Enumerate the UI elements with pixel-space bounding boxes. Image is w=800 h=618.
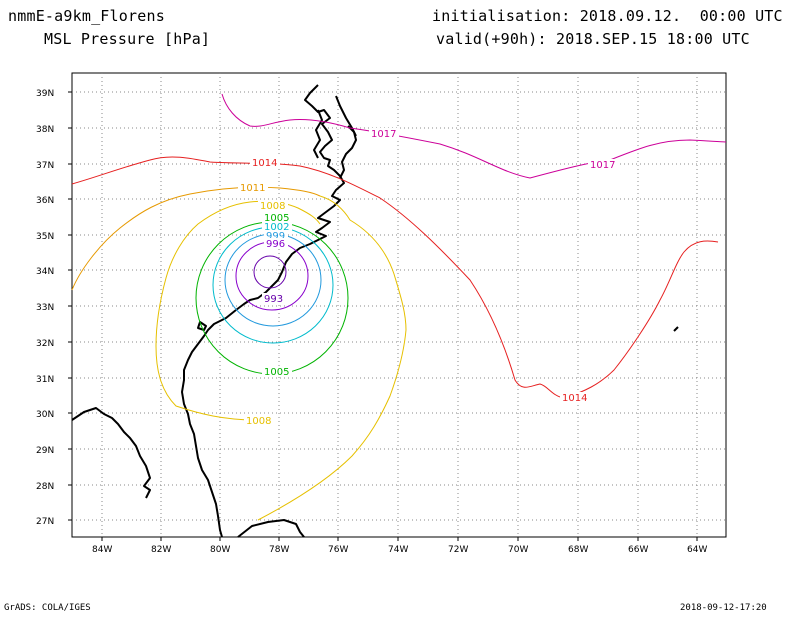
label-996: 996 [266,239,285,250]
label-1014: 1014 [252,158,277,169]
lat-label: 38N [36,125,54,135]
valid-time: valid(+90h): 2018.SEP.15 18:00 UTC [436,30,750,48]
label-1002: 1002 [264,222,289,233]
lon-label: 66W [628,545,648,555]
label-1017: 1017 [590,160,615,171]
label-993: 993 [264,294,283,305]
label-1014: 1014 [562,393,587,404]
lat-label: 29N [36,446,54,456]
lat-label: 28N [36,482,54,492]
lon-label: 82W [151,545,171,555]
init-time: initialisation: 2018.09.12. 00:00 UTC [432,7,783,25]
lon-label: 76W [328,545,348,555]
label-1005: 1005 [264,367,289,378]
lon-label: 68W [568,545,588,555]
timestamp-footer: 2018-09-12-17:20 [680,603,767,613]
contour-labels: 1017 1017 1014 1014 1011 1008 1008 1005 … [238,128,618,427]
lat-label: 33N [36,303,54,313]
lat-label: 27N [36,517,54,527]
isobars [71,93,727,521]
lon-label: 84W [92,545,112,555]
isobar-1017 [221,93,727,179]
lat-label: 32N [36,339,54,349]
lat-label: 34N [36,267,54,277]
lon-label: 64W [687,545,707,555]
lon-label: 70W [508,545,528,555]
label-1017: 1017 [371,129,396,140]
lon-label: 74W [388,545,408,555]
model-title: nmmE-a9km_Florens [8,7,165,25]
isobar-1014 [71,156,719,399]
label-999: 999 [266,231,285,242]
lon-axis: 84W 82W 80W 78W 76W 74W 72W 70W 68W 66W … [92,537,707,555]
lat-label: 35N [36,232,54,242]
field-title: MSL Pressure [hPa] [44,30,211,48]
lat-label: 31N [36,375,54,385]
coastline [71,84,679,538]
label-1008: 1008 [260,201,285,212]
grid [72,73,726,537]
label-1011: 1011 [240,183,265,194]
lon-label: 80W [210,545,230,555]
lat-label: 37N [36,161,54,171]
credit-footer: GrADS: COLA/IGES [4,603,91,613]
lon-label: 72W [448,545,468,555]
lon-label: 78W [269,545,289,555]
lat-label: 30N [36,410,54,420]
isobar-1011 [71,186,321,291]
lat-axis: 39N 38N 37N 36N 35N 34N 33N 32N 31N 30N … [36,89,72,527]
isobar-1008 [155,195,407,521]
isobar-993 [253,255,287,289]
label-1005: 1005 [264,213,289,224]
label-1008: 1008 [246,416,271,427]
lat-label: 36N [36,196,54,206]
plot-frame [71,72,727,538]
lat-label: 39N [36,89,54,99]
